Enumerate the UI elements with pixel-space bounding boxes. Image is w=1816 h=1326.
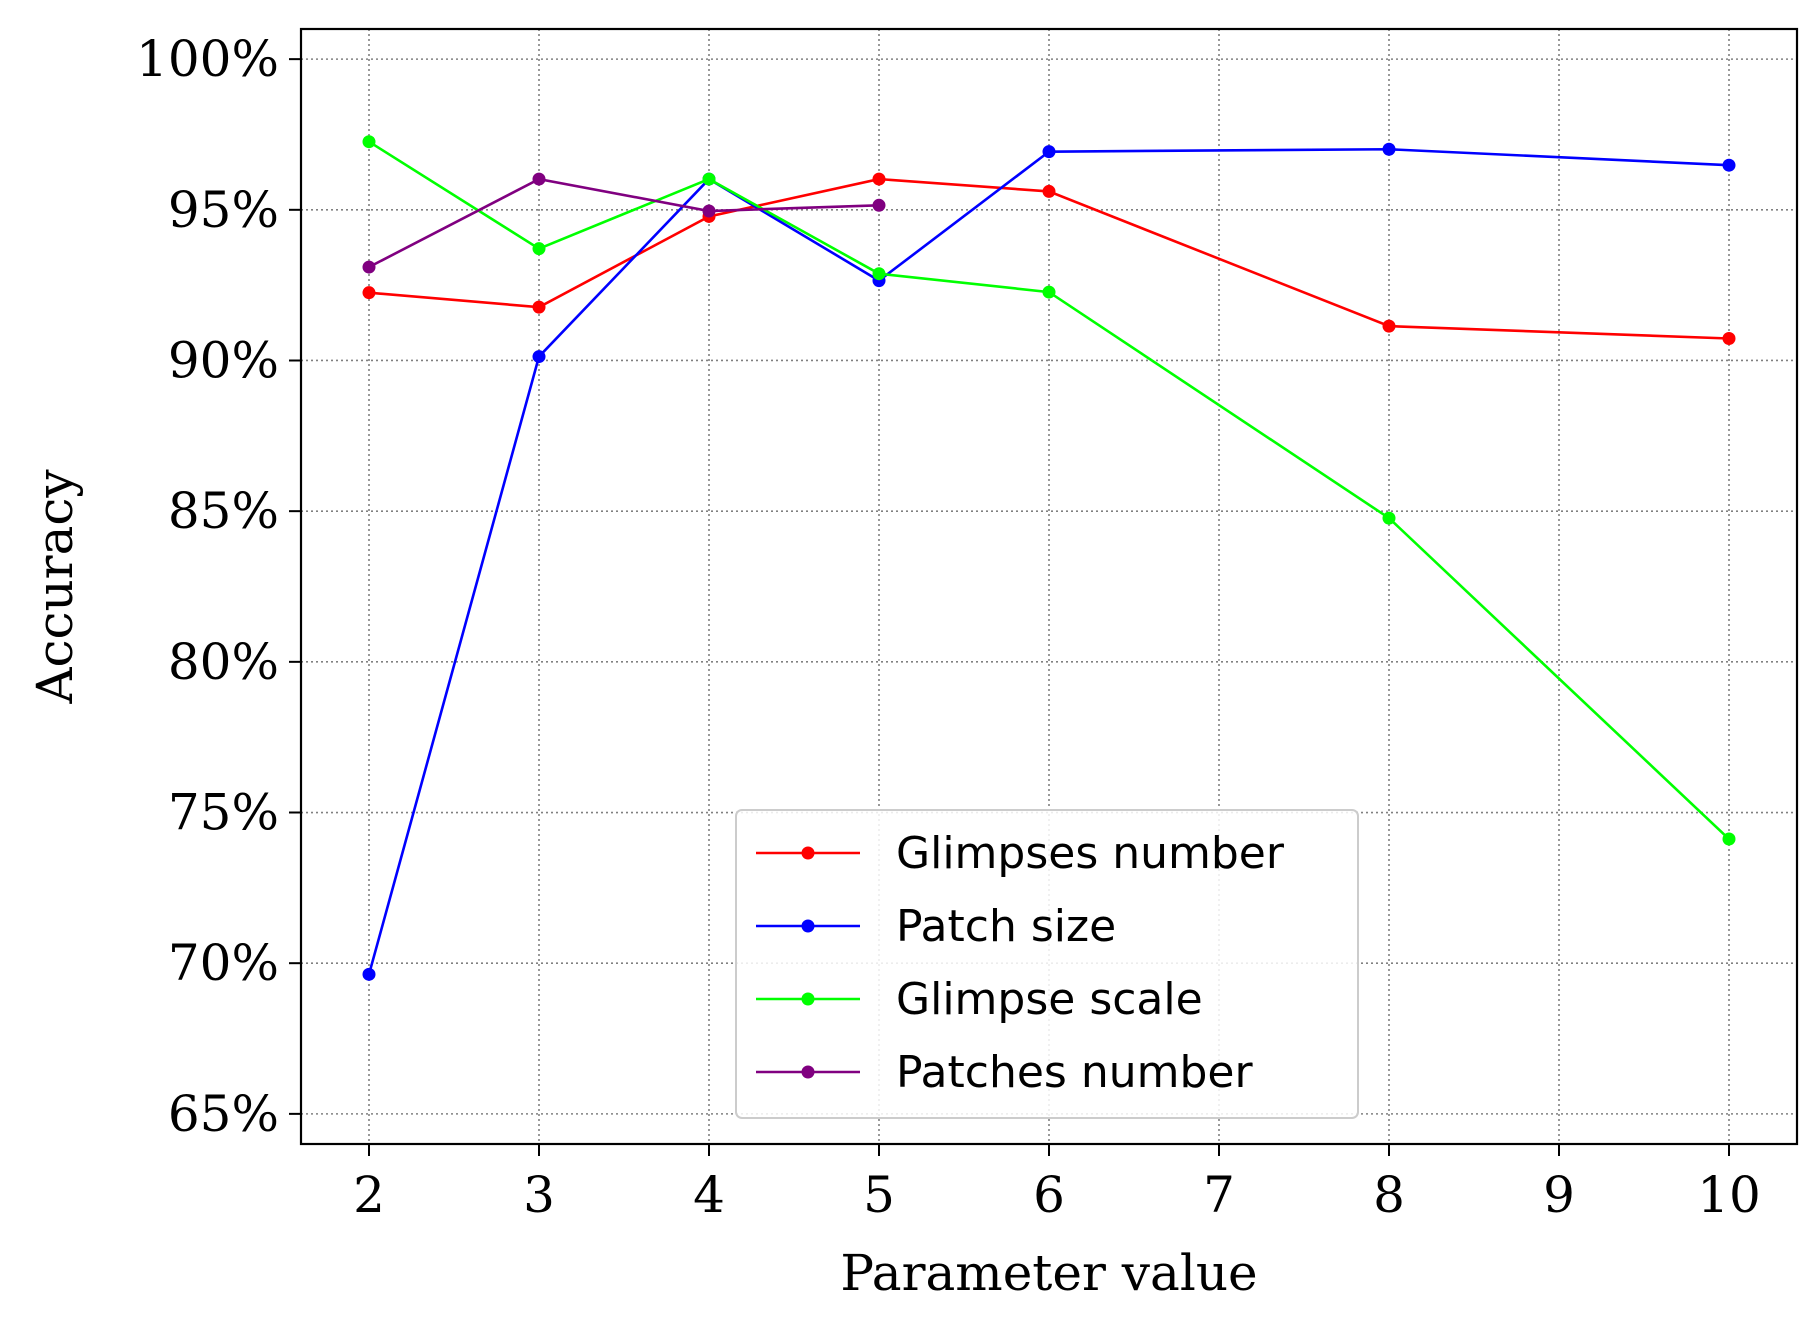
data-point (872, 267, 886, 281)
data-point (1042, 184, 1056, 198)
y-tick-label: 95% (168, 181, 279, 239)
y-axis-label: Accuracy (26, 469, 84, 705)
legend-marker (801, 919, 815, 933)
y-tick-label: 100% (136, 30, 279, 88)
axes: 2 3 4 5 6 7 8 9 10 65% 70% 75% 80% 85% 90% 95% 100% (136, 27, 1799, 1224)
grid (301, 29, 1797, 1144)
data-point (362, 135, 376, 149)
data-point (362, 967, 376, 981)
y-tick-label: 70% (168, 934, 279, 992)
data-point (532, 242, 546, 256)
x-tick-label: 7 (1203, 1166, 1235, 1224)
x-tick-label: 6 (1033, 1166, 1065, 1224)
y-tick-label: 85% (168, 482, 279, 540)
legend-label: Patches number (896, 1047, 1253, 1098)
data-point (1382, 319, 1396, 333)
x-tick-label: 4 (693, 1166, 725, 1224)
x-tick-label: 9 (1543, 1166, 1575, 1224)
legend-label: Glimpse scale (896, 974, 1203, 1025)
legend-item: Patches number (756, 1047, 1253, 1098)
series-line (368, 177, 880, 269)
x-axis-label: Parameter value (840, 1244, 1257, 1302)
data-point (362, 260, 376, 274)
legend-item: Glimpse scale (756, 974, 1203, 1025)
data-point (872, 198, 886, 212)
series-glimpse-scale (362, 135, 1736, 846)
data-point (1382, 142, 1396, 156)
x-tick-label: 10 (1697, 1166, 1761, 1224)
data-point (1042, 145, 1056, 159)
y-tick-label: 80% (168, 633, 279, 691)
data-point (1722, 832, 1736, 846)
legend-label: Glimpses number (896, 828, 1285, 879)
data-series (362, 135, 1736, 981)
y-tick-label: 90% (168, 331, 279, 389)
y-tick-label: 75% (168, 784, 279, 842)
x-tick-label: 3 (523, 1166, 555, 1224)
data-point (1722, 158, 1736, 172)
legend-label: Patch size (896, 901, 1116, 952)
data-point (702, 204, 716, 218)
data-point (1722, 331, 1736, 345)
legend-marker (801, 846, 815, 860)
data-point (532, 300, 546, 314)
data-point (362, 286, 376, 300)
legend-marker (801, 992, 815, 1006)
data-point (532, 350, 546, 364)
series-patches-number (362, 172, 886, 274)
legend-item: Patch size (756, 901, 1116, 952)
x-tick-label: 8 (1373, 1166, 1405, 1224)
data-point (1042, 285, 1056, 299)
y-tick-label: 65% (168, 1085, 279, 1143)
x-tick-label: 5 (863, 1166, 895, 1224)
legend-box (735, 809, 1359, 1119)
data-point (872, 172, 886, 186)
data-point (532, 172, 546, 186)
data-point (702, 172, 716, 186)
data-point (1382, 511, 1396, 525)
legend-marker (801, 1065, 815, 1079)
series-glimpses-number (362, 172, 1736, 345)
legend-item: Glimpses number (756, 828, 1285, 879)
x-tick-label: 2 (353, 1166, 385, 1224)
legend: Glimpses number Patch size Glimpse scale Pa… (735, 809, 1359, 1119)
